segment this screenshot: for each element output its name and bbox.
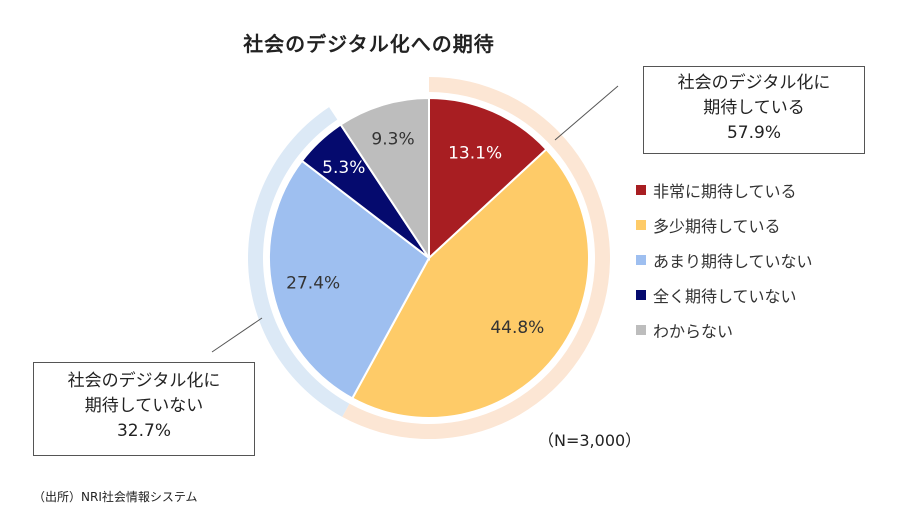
callout-connector-line xyxy=(211,317,263,353)
callout-positive-line2: 期待している xyxy=(703,98,805,118)
legend-item: 多少期待している xyxy=(636,211,813,238)
legend-item: わからない xyxy=(636,316,813,343)
legend-swatch xyxy=(636,324,646,335)
legend-swatch xyxy=(636,289,646,300)
slice-value-label: 5.3% xyxy=(322,158,365,178)
pie-slices xyxy=(268,96,590,419)
callout-negative-value: 32.7% xyxy=(116,421,171,441)
pie-slice xyxy=(268,159,431,400)
legend-item: あまり期待していない xyxy=(636,246,813,273)
group-ring-1 xyxy=(248,107,350,417)
callout-positive-value: 57.9% xyxy=(726,123,781,143)
callout-connectors xyxy=(211,85,619,353)
legend-item: 非常に期待している xyxy=(636,176,813,203)
callout-negative-line1: 社会のデジタル化に xyxy=(67,371,221,391)
slice-value-label: 44.8% xyxy=(490,318,544,338)
callout-negative-line2: 期待していない xyxy=(84,396,204,416)
legend-label: 多少期待している xyxy=(653,216,781,236)
callout-positive: 社会のデジタル化に 期待している 57.9% xyxy=(643,66,865,154)
chart-title: 社会のデジタル化への期待 xyxy=(243,32,495,56)
callout-negative: 社会のデジタル化に 期待していない 32.7% xyxy=(33,362,255,456)
callout-positive-line1: 社会のデジタル化に xyxy=(677,73,831,93)
legend-swatch xyxy=(636,184,646,195)
source-note: （出所）NRI社会情報システム xyxy=(33,490,198,504)
slice-value-labels: 13.1% 44.8% 27.4% 5.3% 9.3% xyxy=(286,129,544,337)
slice-value-label: 27.4% xyxy=(286,274,340,294)
legend-label: 非常に期待している xyxy=(653,181,797,201)
pie-slice xyxy=(428,96,548,261)
group-rings xyxy=(248,77,610,439)
legend-swatch xyxy=(636,254,646,265)
legend: 非常に期待している 多少期待している あまり期待していない 全く期待していない … xyxy=(636,176,813,351)
legend-label: あまり期待していない xyxy=(653,251,813,271)
legend-label: わからない xyxy=(653,321,734,341)
slice-value-label: 9.3% xyxy=(371,129,414,149)
callout-connector-line xyxy=(554,85,619,141)
slice-value-label: 13.1% xyxy=(448,143,502,163)
pie-slice xyxy=(350,147,590,419)
legend-swatch xyxy=(636,219,646,230)
pie-slice xyxy=(339,96,430,262)
sample-size-note: （N=3,000） xyxy=(538,431,642,450)
legend-label: 全く期待していない xyxy=(653,286,797,306)
legend-item: 全く期待していない xyxy=(636,281,813,308)
